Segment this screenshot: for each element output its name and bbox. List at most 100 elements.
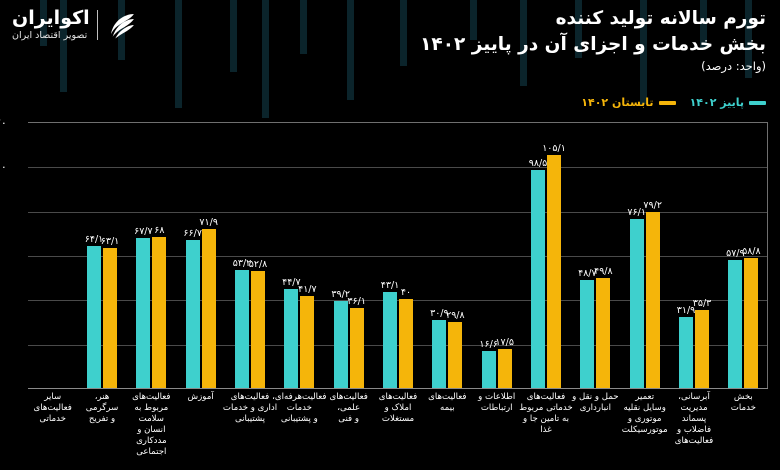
x-axis-label: فعالیت‌هرفه‌ای، خدمات و پشتیبانی <box>272 392 327 424</box>
bar-group: ۴۸/۷ ۴۹/۸ <box>571 122 620 388</box>
bar-value-label: ۳۵/۳ <box>692 297 712 309</box>
bar-group <box>28 122 77 388</box>
bar-group: ۶۶/۷ ۷۱/۹ <box>176 122 225 388</box>
bar-value-label: ۷۶/۱ <box>627 207 646 219</box>
bar-value-label: ۳۱/۹ <box>676 305 696 317</box>
bar-value-label: ۴۹/۸ <box>594 265 613 277</box>
bar-value-label: ۱۷/۵ <box>495 337 514 349</box>
legend-item-autumn[interactable]: پاییز ۱۴۰۲ <box>690 96 766 109</box>
title-line-2: بخش خدمات و اجزای آن در پاییز ۱۴۰۲ <box>420 33 766 55</box>
bars-layer: ۵۷/۹ ۵۸/۸ ۳۱/۹ ۳۵/۳ ۷۶/۱ ۷۹/۲ ۴۸/۷ ۴۹/۸ ۹۸/۵ ۱۰۵/… <box>28 122 768 388</box>
bar-autumn[interactable]: ۹۸/۵ <box>529 158 547 388</box>
bar-autumn[interactable]: ۶۷/۷ <box>134 226 153 388</box>
decorative-streak <box>347 0 354 100</box>
decorative-streak <box>745 0 752 78</box>
bar-group: ۴۳/۱ ۴۰ <box>373 122 422 388</box>
decorative-streak <box>400 0 407 66</box>
y-axis-tick-label: ۸۰ <box>0 205 15 218</box>
bar-value-label: ۶۳/۱ <box>100 236 120 248</box>
bar-value-label: ۶۴/۱ <box>84 233 104 245</box>
y-axis-tick-label: ۲۰ <box>0 338 15 351</box>
bar-autumn[interactable]: ۴۴/۷ <box>282 277 301 388</box>
bar-summer[interactable]: ۷۹/۲ <box>643 200 662 388</box>
bar-summer[interactable]: ۷۱/۹ <box>199 217 218 388</box>
x-axis-label: اطلاعات و ارتباطات <box>478 392 516 413</box>
bar-autumn[interactable]: ۵۳/۲ <box>233 258 251 388</box>
bar-value-label: ۴۸/۷ <box>578 268 597 280</box>
y-axis-tick-label: ۱۲۰ <box>0 116 7 130</box>
x-axis-label: آبرسانی، مدیریت پسماند فاضلاب و فعالیت‌ه… <box>674 392 714 446</box>
decorative-streak <box>118 0 125 60</box>
bar-group: ۴۴/۷ ۴۱/۷ <box>275 122 324 388</box>
decorative-streak <box>60 0 67 92</box>
bar-autumn[interactable]: ۳۹/۲ <box>331 289 350 388</box>
bar-autumn[interactable]: ۴۸/۷ <box>578 268 597 388</box>
x-axis-label: فعالیت‌های مربوط به سلامت انسان و مددکار… <box>132 392 171 457</box>
bar-autumn[interactable]: ۷۶/۱ <box>627 207 646 388</box>
bar-summer[interactable]: ۶۸ <box>152 225 167 388</box>
bar-autumn[interactable]: ۳۰/۹ <box>430 308 449 388</box>
legend-item-summer[interactable]: تابستان ۱۴۰۲ <box>581 96 676 109</box>
x-axis-label: فعالیت‌های خدماتی مربوط به تامین جا و غذ… <box>519 392 573 435</box>
bar-value-label: ۶۷/۷ <box>134 225 153 237</box>
bar-value-label: ۱۶/۶ <box>479 339 498 351</box>
bar-autumn[interactable]: ۱۶/۶ <box>479 339 498 388</box>
bar-summer[interactable]: ۱۰۵/۱ <box>542 143 566 388</box>
x-axis-label: فعالیت‌های اداری و خدمات پشتیبانی <box>222 392 278 424</box>
legend-swatch-icon <box>658 100 676 105</box>
bar-summer[interactable]: ۲۹/۸ <box>446 310 465 388</box>
bar-group: ۵۷/۹ ۵۸/۸ <box>719 122 768 388</box>
x-axis-label: هنر، سرگرمی و تفریح <box>85 392 119 424</box>
bar-autumn[interactable]: ۶۶/۷ <box>183 228 202 388</box>
logo-divider <box>96 10 98 40</box>
x-axis-label: حمل و نقل و انبارداری <box>572 392 619 413</box>
bar-autumn[interactable]: ۶۴/۱ <box>85 234 103 388</box>
decorative-streak <box>262 0 269 118</box>
bar-value-label: ۴۳/۱ <box>380 280 400 292</box>
bar-group: ۳۱/۹ ۳۵/۳ <box>669 122 718 388</box>
bar-value-label: ۴۰ <box>400 287 412 299</box>
bar-summer[interactable]: ۳۶/۱ <box>347 296 366 388</box>
bar-summer[interactable]: ۱۷/۵ <box>495 337 514 388</box>
x-axis-label: بخش خدمات <box>730 392 756 413</box>
bar-group: ۳۰/۹ ۲۹/۸ <box>423 122 472 388</box>
legend-label: پاییز ۱۴۰۲ <box>689 96 744 109</box>
bar-value-label: ۵۲/۸ <box>248 258 268 270</box>
bar-value-label: ۶۶/۷ <box>183 228 202 240</box>
brand-logo: اکوایران تصویر اقتصاد ایران <box>12 8 139 42</box>
eco-iran-swoosh-logo-icon <box>110 13 134 39</box>
decorative-streak <box>40 0 47 46</box>
x-axis-label: آموزش <box>187 392 214 402</box>
gridline <box>28 300 767 302</box>
bar-value-label: ۹۸/۵ <box>528 157 548 169</box>
bar-summer[interactable]: ۴۹/۸ <box>594 266 613 388</box>
gridline <box>28 211 767 213</box>
bar-value-label: ۵۸/۸ <box>742 245 761 257</box>
bar-autumn[interactable]: ۴۳/۱ <box>381 280 399 388</box>
bar-value-label: ۳۹/۲ <box>331 289 350 301</box>
bar-group: ۱۶/۶ ۱۷/۵ <box>472 122 521 388</box>
bar-summer[interactable]: ۴۱/۷ <box>298 284 317 388</box>
bar-group: ۶۴/۱ ۶۳/۱ <box>77 122 126 388</box>
bar-autumn[interactable]: ۳۱/۹ <box>677 305 695 388</box>
decorative-streak <box>520 0 527 86</box>
bar-summer[interactable]: ۳۵/۳ <box>693 298 711 388</box>
bar-summer[interactable]: ۶۳/۱ <box>101 236 119 388</box>
plot-area: ۰۲۰۴۰۶۰۸۰۱۰۰۱۲۰ <box>0 117 768 388</box>
bar-group: ۹۸/۵ ۱۰۵/۱ <box>521 122 570 388</box>
y-axis-tick-label: ۴۰ <box>0 294 15 307</box>
bar-group: ۶۷/۷ ۶۸ <box>127 122 176 388</box>
bar-value-label: ۶۸ <box>154 225 165 237</box>
bar-summer[interactable]: ۵۲/۸ <box>249 259 267 388</box>
decorative-streak <box>640 0 647 104</box>
y-axis-tick-label: ۰ <box>0 383 15 396</box>
x-axis-label: تعمیر وسایل نقلیه موتوری و موتورسیکلت <box>621 392 668 435</box>
x-axis-label: فعالیت‌های املاک و مستغلات <box>378 392 418 424</box>
gridline <box>28 344 767 346</box>
bar-summer[interactable]: ۴۰ <box>399 287 414 388</box>
bar-summer[interactable]: ۵۸/۸ <box>742 246 761 388</box>
bar-autumn[interactable]: ۵۷/۹ <box>726 248 745 388</box>
legend-label: تابستان ۱۴۰۲ <box>581 96 654 109</box>
decorative-streak <box>300 0 307 54</box>
decorative-streak <box>230 0 237 72</box>
